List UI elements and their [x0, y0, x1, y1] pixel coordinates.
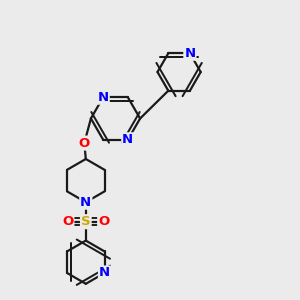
Text: S: S: [81, 215, 91, 228]
Text: O: O: [62, 215, 74, 228]
Text: N: N: [184, 47, 196, 60]
Text: N: N: [122, 133, 134, 146]
Text: N: N: [99, 266, 110, 280]
Text: O: O: [98, 215, 110, 228]
Text: N: N: [98, 91, 109, 104]
Text: N: N: [80, 196, 92, 209]
Text: O: O: [79, 136, 90, 150]
